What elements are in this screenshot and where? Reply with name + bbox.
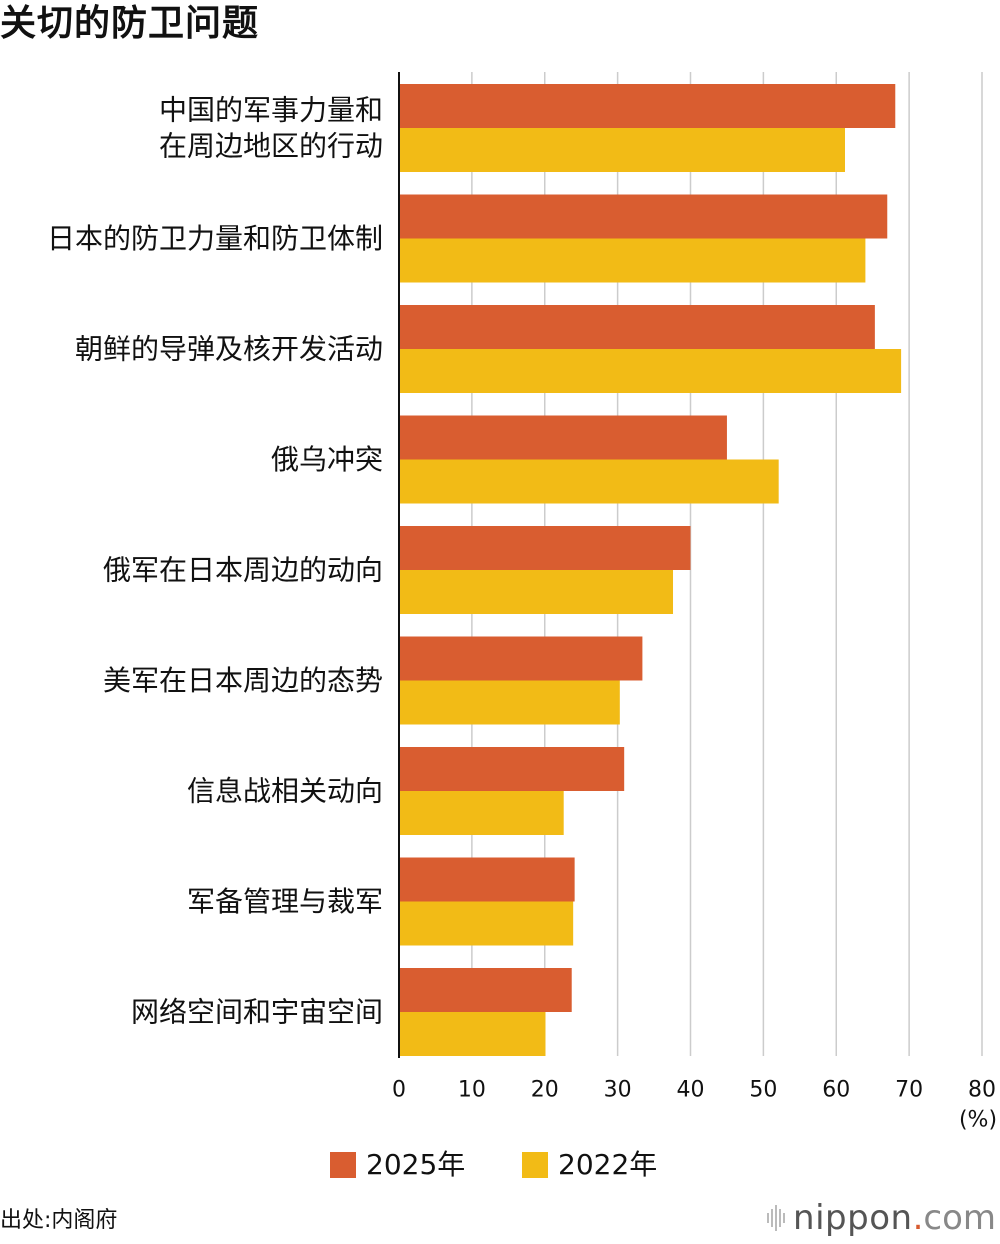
legend-label-2022: 2022年 — [558, 1148, 658, 1181]
category-label: 网络空间和宇宙空间 — [131, 996, 383, 1029]
category-label: 在周边地区的行动 — [159, 130, 383, 163]
x-tick-label: 20 — [531, 1078, 559, 1103]
bar-2025 — [399, 747, 625, 791]
category-label: 军备管理与裁军 — [187, 885, 383, 918]
nippon-logo: nippon. com — [767, 1198, 996, 1238]
bar-2022 — [399, 459, 779, 504]
category-label: 朝鲜的导弹及核开发活动 — [75, 333, 383, 366]
category-label: 俄军在日本周边的动向 — [103, 554, 383, 587]
bar-2025 — [399, 415, 727, 460]
legend-item-2022: 2022年 — [522, 1148, 657, 1182]
category-label: 俄乌冲突 — [271, 443, 383, 476]
x-axis-unit: (%) — [959, 1108, 997, 1133]
bar-2022 — [399, 680, 620, 725]
bar-2022 — [399, 128, 845, 172]
x-tick-label: 0 — [392, 1078, 406, 1103]
bar-2025 — [399, 84, 896, 128]
bar-2025 — [399, 636, 643, 681]
sound-wave-icon — [767, 1205, 786, 1231]
x-tick-label: 50 — [749, 1078, 777, 1103]
bar-2022 — [399, 349, 902, 393]
x-tick-label: 70 — [895, 1078, 923, 1103]
x-tick-label: 10 — [458, 1078, 486, 1103]
legend-item-2025: 2025年 — [330, 1148, 465, 1182]
bar-2025 — [399, 194, 888, 239]
bar-2025 — [399, 305, 875, 349]
x-tick-label: 60 — [822, 1078, 850, 1103]
bar-2025 — [399, 857, 575, 902]
logo-dot: . — [912, 1198, 924, 1238]
logo-word: nippon — [793, 1198, 913, 1238]
bar-2022 — [399, 791, 564, 835]
bar-2022 — [399, 1012, 546, 1056]
chart-title: 关切的防卫问题 — [0, 3, 260, 44]
bar-2025 — [399, 526, 691, 570]
x-tick-label: 40 — [677, 1078, 705, 1103]
x-tick-label: 30 — [604, 1078, 632, 1103]
legend-swatch-2022 — [522, 1152, 548, 1178]
bar-2022 — [399, 238, 866, 283]
source-note: 出处:内阁府 — [0, 1208, 118, 1233]
bar-2022 — [399, 570, 674, 614]
x-tick-label: 80 — [968, 1078, 996, 1103]
category-label: 信息战相关动向 — [187, 775, 383, 808]
category-label: 中国的军事力量和 — [159, 94, 383, 127]
category-label: 日本的防卫力量和防卫体制 — [47, 222, 383, 255]
legend-label-2025: 2025年 — [366, 1148, 466, 1181]
legend-swatch-2025 — [330, 1152, 356, 1178]
legend: 2025年 2022年 — [0, 1148, 1000, 1188]
category-label: 美军在日本周边的态势 — [103, 664, 383, 697]
logo-tld: com — [923, 1198, 996, 1238]
bar-2022 — [399, 901, 574, 946]
bar-2025 — [399, 968, 572, 1012]
bar-chart: 中国的军事力量和在周边地区的行动日本的防卫力量和防卫体制朝鲜的导弹及核开发活动俄… — [47, 72, 997, 1133]
